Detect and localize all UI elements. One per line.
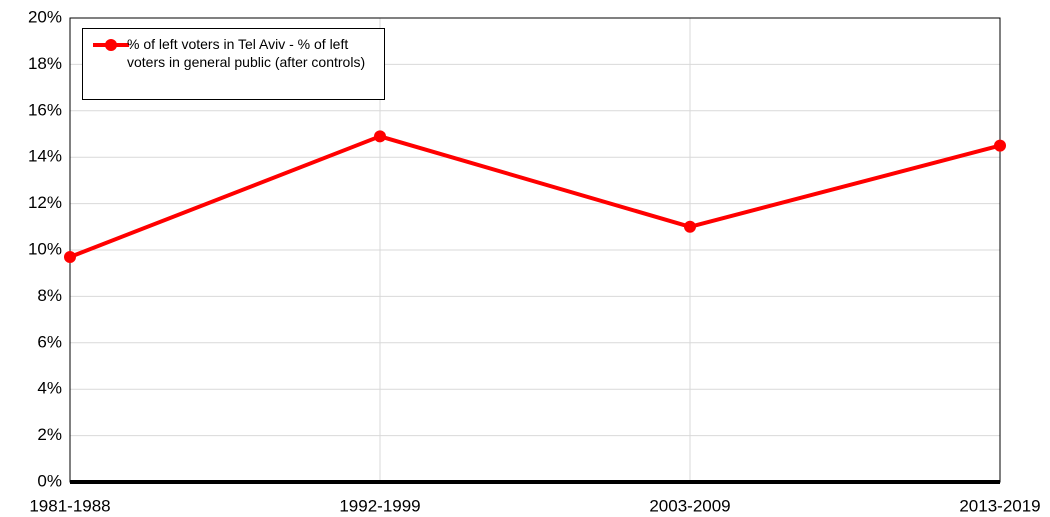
y-tick-label: 8%: [37, 286, 62, 305]
point: [994, 139, 1006, 152]
x-tick-label: 2013-2019: [959, 496, 1040, 515]
y-tick-label: 6%: [37, 332, 62, 351]
y-tick-label: 12%: [28, 193, 62, 212]
y-tick-label: 18%: [28, 54, 62, 73]
legend-marker: [105, 39, 117, 51]
legend-label: % of left voters in Tel Aviv - % of left…: [127, 36, 366, 70]
y-tick-label: 4%: [37, 379, 62, 398]
x-tick-label: 1981-1988: [29, 496, 110, 515]
y-tick-label: 20%: [28, 7, 62, 26]
point: [374, 130, 386, 143]
legend-swatch: [93, 39, 129, 51]
x-tick-label: 1992-1999: [339, 496, 420, 515]
point: [684, 220, 696, 233]
point: [64, 250, 76, 263]
y-tick-label: 2%: [37, 425, 62, 444]
y-tick-label: 10%: [28, 239, 62, 258]
y-tick-label: 14%: [28, 147, 62, 166]
x-tick-label: 2003-2009: [649, 496, 730, 515]
series-line: [69, 134, 1001, 259]
y-tick-label: 16%: [28, 100, 62, 119]
y-tick-label: 0%: [37, 471, 62, 490]
legend: % of left voters in Tel Aviv - % of left…: [82, 28, 385, 100]
